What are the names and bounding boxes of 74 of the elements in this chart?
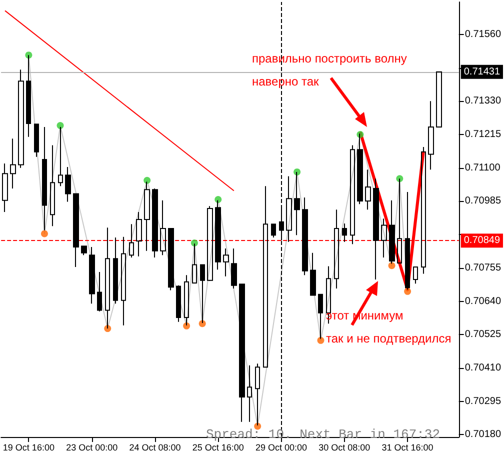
y-tick-label: 0.70410 bbox=[464, 362, 502, 374]
y-tick-label: 0.70295 bbox=[464, 396, 502, 407]
candlestick bbox=[334, 209, 339, 290]
x-tick-label: 19 Oct 16:00 bbox=[2, 442, 54, 452]
point bbox=[214, 196, 222, 203]
candlestick bbox=[421, 146, 426, 274]
point bbox=[190, 239, 198, 246]
point bbox=[198, 320, 206, 328]
candlestick bbox=[381, 218, 387, 258]
y-tick-label: 0.70640 bbox=[464, 296, 502, 307]
candlestick bbox=[436, 71, 442, 128]
candlestick bbox=[34, 124, 39, 158]
point bbox=[144, 176, 151, 184]
candlestick bbox=[81, 246, 87, 256]
y-tick-label: 0.70180 bbox=[464, 429, 502, 440]
candlestick bbox=[89, 246, 95, 304]
candlestick bbox=[223, 248, 229, 277]
candlestick bbox=[373, 178, 379, 280]
point bbox=[317, 336, 324, 344]
candlestick bbox=[239, 284, 245, 422]
candlestick bbox=[65, 166, 71, 202]
y-tick-label: 0.71100 bbox=[464, 162, 501, 174]
point bbox=[388, 262, 396, 270]
x-tick-label: 29 Oct 00:00 bbox=[255, 442, 308, 452]
candlestick bbox=[97, 271, 102, 312]
candlestick bbox=[263, 186, 268, 368]
candlestick bbox=[207, 206, 213, 282]
x-tick-label: 24 Oct 08:00 bbox=[129, 442, 181, 452]
candlestick bbox=[428, 100, 434, 170]
point bbox=[404, 288, 412, 295]
x-tick-label: 31 Oct 16:00 bbox=[382, 442, 434, 452]
candlestick bbox=[10, 138, 16, 189]
candlestick bbox=[286, 176, 292, 242]
ref-line-label: 0.71431 bbox=[464, 66, 500, 78]
y-tick-label: 0.70985 bbox=[464, 196, 502, 207]
point bbox=[56, 122, 64, 130]
annotation: правильно построить волну наверно так bbox=[252, 52, 407, 88]
point bbox=[40, 230, 48, 238]
candlestick bbox=[121, 236, 126, 326]
y-tick-label: 0.71560 bbox=[464, 28, 502, 40]
candlestick bbox=[136, 211, 142, 257]
candlestick bbox=[302, 196, 308, 276]
candlestick bbox=[18, 69, 24, 168]
y-tick-label: 0.70525 bbox=[464, 329, 502, 340]
point bbox=[104, 325, 112, 332]
y-tick-label: 0.70755 bbox=[464, 262, 502, 274]
candlestick bbox=[342, 223, 347, 242]
candlestick bbox=[113, 236, 118, 304]
x-tick-label: 25 Oct 16:00 bbox=[192, 442, 244, 452]
candlestick bbox=[168, 228, 174, 291]
candlestick bbox=[129, 224, 134, 258]
x-tick-label: 23 Oct 00:00 bbox=[66, 442, 118, 452]
point bbox=[25, 52, 32, 59]
y-tick-label: 0.71215 bbox=[464, 129, 502, 140]
candlestick bbox=[310, 252, 316, 296]
candlestick bbox=[73, 193, 79, 268]
point bbox=[183, 322, 190, 330]
candlestick bbox=[152, 188, 158, 258]
x-tick-label: 30 Oct 08:00 bbox=[318, 442, 370, 452]
candlestick bbox=[50, 144, 55, 227]
candlestick bbox=[365, 169, 371, 210]
point bbox=[294, 168, 301, 176]
ref-line-label: 0.70849 bbox=[464, 235, 500, 246]
y-tick-label: 0.71330 bbox=[464, 96, 502, 107]
point bbox=[396, 175, 404, 182]
candlestick bbox=[271, 224, 276, 238]
candlestick bbox=[160, 200, 166, 256]
candlestick bbox=[350, 144, 355, 245]
candlestick bbox=[357, 133, 363, 205]
candlestick bbox=[2, 163, 8, 212]
candlestick bbox=[231, 248, 237, 290]
candlestick bbox=[247, 364, 252, 422]
candlestick bbox=[176, 284, 181, 322]
candlestick bbox=[413, 266, 418, 284]
